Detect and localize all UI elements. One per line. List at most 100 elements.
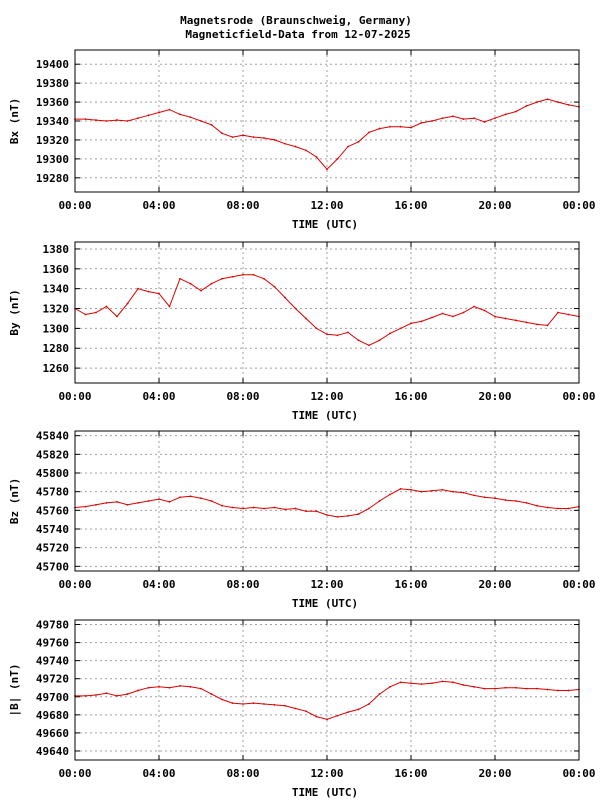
data-point [567,689,570,692]
data-point [179,685,181,687]
data-point [347,711,349,714]
data-point [315,156,318,158]
data-point [546,324,549,327]
data-point [525,104,528,107]
y-tick-label: 45760 [36,504,69,517]
data-point [452,681,454,684]
data-point [200,289,202,292]
data-point [221,698,223,701]
data-point [189,685,192,688]
data-point [294,507,297,510]
data-point [284,704,286,707]
x-tick-label: 20:00 [478,578,511,591]
data-point [116,119,118,121]
y-tick-label: 19280 [36,172,69,185]
data-point [557,311,559,314]
data-point [557,689,559,692]
data-point [95,119,97,121]
data-point [536,687,538,690]
y-tick-label: 49780 [36,619,69,632]
data-point [368,703,370,705]
data-point [378,500,381,502]
data-point [137,287,139,290]
y-tick-label: 45820 [36,448,69,461]
data-point [95,503,97,506]
data-point [105,692,108,695]
data-point [441,312,444,315]
data-point [126,503,129,506]
data-point [546,688,549,691]
data-point [273,139,276,141]
data-point [326,718,328,721]
data-point [284,142,286,145]
data-point [95,694,97,696]
x-tick-label: 12:00 [310,390,343,403]
data-point [357,708,360,711]
data-point [158,292,160,295]
y-tick-label: 49640 [36,745,69,758]
panel-bz: 45700 45720 45740 45760 45780 45800 45820 45840… [8,430,596,610]
data-point [168,686,171,689]
data-point [305,710,307,713]
y-tick-label: 45720 [36,542,69,555]
data-point [221,504,223,507]
x-tick-label: 20:00 [478,767,511,780]
data-point [84,505,87,508]
data-point [305,510,307,513]
data-point [105,305,108,308]
x-tick-label: 00:00 [58,767,91,780]
x-tick-label: 12:00 [310,578,343,591]
data-point [410,322,412,325]
data-point [116,315,118,318]
x-axis-label: TIME (UTC) [292,597,358,610]
data-point [231,275,234,278]
data-point [410,126,412,129]
data-point [221,277,223,280]
data-point [147,500,150,502]
data-point [315,510,318,513]
data-point [525,501,528,504]
data-point [263,703,265,705]
data-point [263,277,265,280]
data-point [504,113,507,116]
data-point [494,117,496,120]
data-point [389,125,391,128]
data-point [252,702,255,704]
y-tick-label: 49680 [36,709,69,722]
x-tick-label: 04:00 [142,390,175,403]
data-point [158,111,160,114]
x-tick-label: 08:00 [226,199,259,212]
data-point [252,506,255,509]
data-point [158,685,160,688]
data-point [189,282,192,285]
data-point [210,282,213,285]
data-point [546,98,549,101]
x-tick-label: 04:00 [142,578,175,591]
data-point [462,684,465,686]
data-point [221,132,223,135]
x-tick-label: 04:00 [142,767,175,780]
data-point [200,120,202,122]
plot-frame [74,49,580,193]
data-point [336,714,339,717]
data-point [431,120,433,122]
data-point [504,317,507,320]
x-tick-label: 00:00 [562,767,595,780]
y-tick-label: 45840 [36,430,69,443]
panel-bx: 19280 19300 19320 19340 19360 19380 19400 00:00… [8,49,596,231]
x-tick-label: 08:00 [226,767,259,780]
data-point [210,693,213,695]
data-point [462,118,465,121]
y-tick-label: 1260 [43,362,70,375]
data-point [116,694,118,697]
data-point [420,121,423,124]
data-point [200,497,202,500]
data-point [116,501,118,503]
data-point [420,320,423,323]
y-axis-label: Bz (nT) [8,478,21,524]
x-tick-label: 16:00 [394,199,427,212]
y-tick-label: 19340 [36,115,69,128]
y-tick-label: 19300 [36,153,69,166]
data-point [473,117,475,120]
x-tick-label: 00:00 [58,578,91,591]
